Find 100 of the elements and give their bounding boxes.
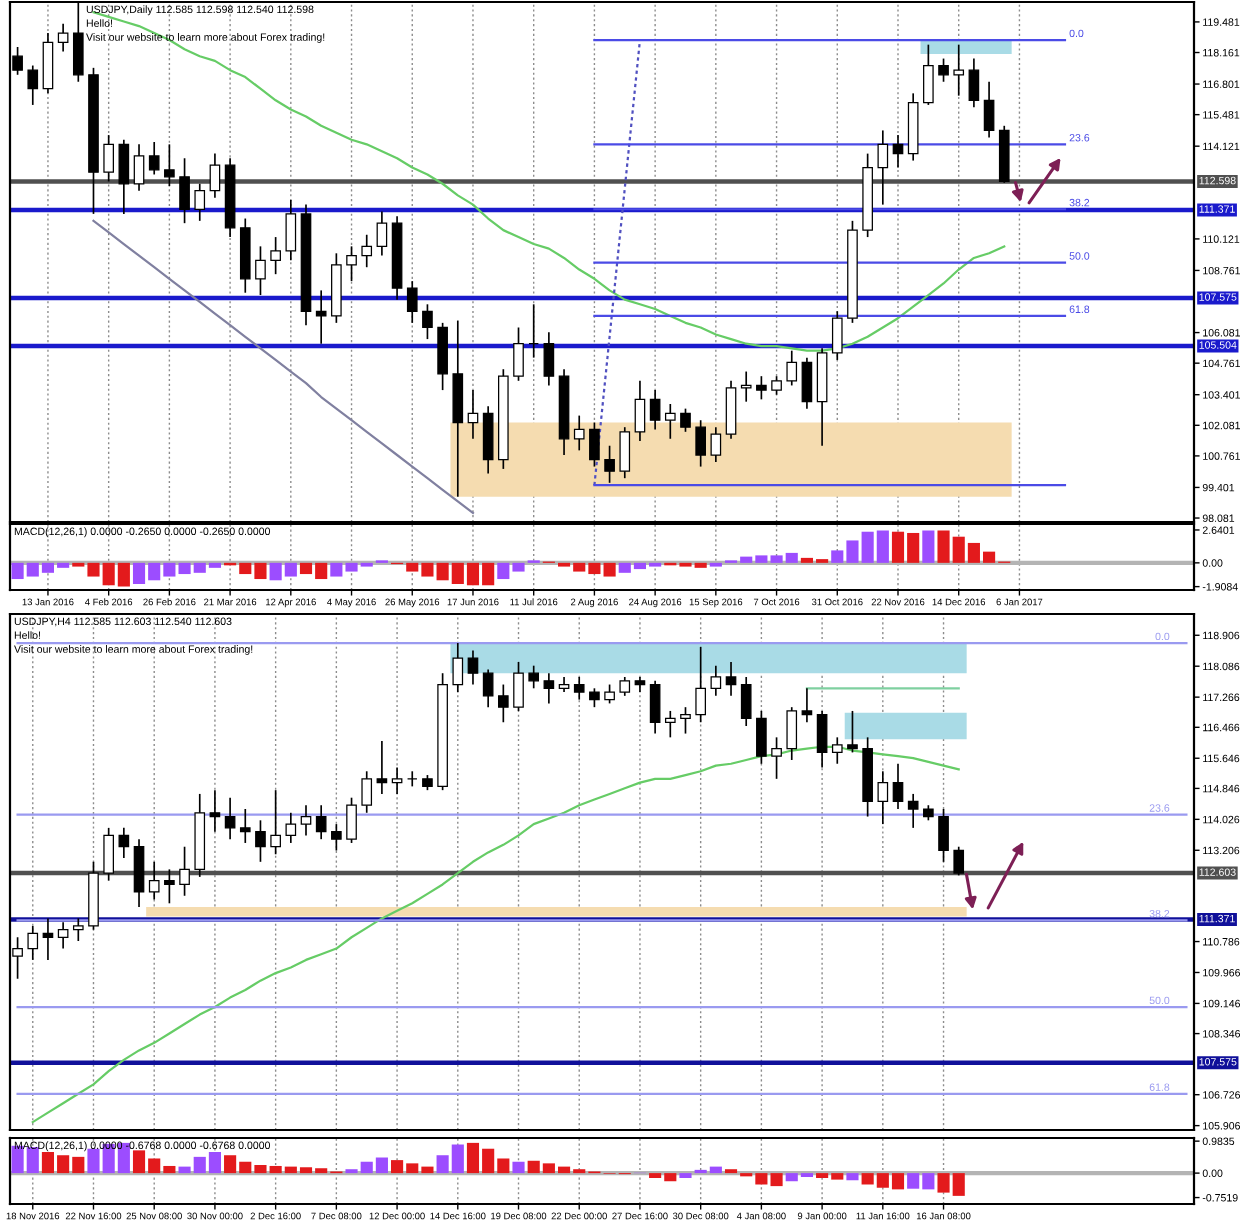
candlestick <box>255 245 266 296</box>
candlestick <box>877 770 889 825</box>
candlestick <box>725 379 737 440</box>
candlestick <box>498 683 509 724</box>
candlestick <box>786 349 798 387</box>
candlestick <box>695 419 706 468</box>
candlestick <box>953 845 965 877</box>
candlestick <box>710 426 722 463</box>
line-series <box>593 38 642 487</box>
candlestick <box>938 57 949 83</box>
candlestick <box>346 245 357 282</box>
candlestick <box>801 356 813 410</box>
bar <box>603 562 616 577</box>
candlestick <box>118 827 130 859</box>
candlestick <box>604 683 615 705</box>
candlestick <box>406 770 418 788</box>
candlestick <box>983 80 995 139</box>
candlestick <box>300 804 312 837</box>
candlestick <box>406 280 418 324</box>
candlestick <box>482 405 494 475</box>
candlestick <box>831 736 843 765</box>
candlestick <box>740 370 752 403</box>
candlestick <box>315 804 327 841</box>
candlestick <box>103 134 114 183</box>
candlestick <box>710 664 722 697</box>
candlestick <box>331 823 342 852</box>
candlestick <box>482 668 494 709</box>
candlestick <box>649 679 661 735</box>
candlestick <box>877 129 889 206</box>
candlestick <box>680 706 691 735</box>
candlestick <box>847 710 858 754</box>
candlestick <box>179 845 190 897</box>
candlestick <box>573 414 585 452</box>
candlestick <box>740 676 752 727</box>
candlestick <box>786 706 798 761</box>
candlestick <box>528 303 540 359</box>
candlestick <box>467 389 479 440</box>
candlestick <box>816 710 828 769</box>
candlestick <box>953 43 965 97</box>
candlestick <box>391 766 403 795</box>
candlestick <box>285 811 297 844</box>
candlestick <box>179 157 190 225</box>
candlestick <box>209 789 221 833</box>
candlestick <box>543 331 555 387</box>
line-series <box>92 219 475 515</box>
candlestick <box>543 672 555 705</box>
candlestick <box>892 134 904 169</box>
candlestick <box>27 64 39 106</box>
candlestick <box>573 676 585 701</box>
candlestick <box>148 860 160 901</box>
candlestick <box>923 43 934 106</box>
candlestick <box>771 736 782 780</box>
candlestick <box>285 199 297 262</box>
candlestick <box>164 868 175 905</box>
candlestick <box>133 143 145 192</box>
candlestick <box>513 661 524 712</box>
candlestick <box>756 710 767 765</box>
candlestick <box>452 642 464 693</box>
candlestick <box>224 796 236 841</box>
candlestick <box>315 289 327 345</box>
candlestick <box>589 687 600 709</box>
candlestick <box>907 793 919 829</box>
candlestick <box>164 143 175 187</box>
candlestick <box>72 917 84 942</box>
candlestick <box>239 808 251 844</box>
candlestick <box>649 389 661 431</box>
candlestick <box>57 921 69 950</box>
candlestick <box>801 687 813 724</box>
candlestick <box>42 32 54 95</box>
candlestick <box>467 649 479 686</box>
candlestick <box>376 210 388 257</box>
candlestick <box>513 326 524 382</box>
candlestick <box>619 426 631 480</box>
candlestick <box>103 827 114 882</box>
candlestick <box>619 676 631 697</box>
candlestick <box>270 789 281 856</box>
bar <box>922 530 935 563</box>
candlestick <box>680 407 691 433</box>
candlestick <box>968 57 980 109</box>
candlestick <box>361 233 373 269</box>
candlestick <box>361 770 373 814</box>
candlestick <box>771 375 782 396</box>
candlestick <box>346 796 357 844</box>
bar <box>846 1173 859 1181</box>
candlestick <box>270 236 281 276</box>
bar <box>512 1161 525 1174</box>
candlestick <box>938 808 949 863</box>
candlestick <box>589 421 600 468</box>
candlestick <box>664 710 676 739</box>
candlestick <box>604 444 615 484</box>
candlestick <box>209 152 221 199</box>
candlestick <box>118 138 130 215</box>
candlestick <box>756 375 767 401</box>
candlestick <box>27 925 39 961</box>
candlestick <box>831 310 843 361</box>
candlestick <box>664 403 676 440</box>
candlestick <box>133 838 145 908</box>
candlestick <box>255 819 266 863</box>
candlestick <box>194 182 206 222</box>
candlestick <box>376 740 388 795</box>
